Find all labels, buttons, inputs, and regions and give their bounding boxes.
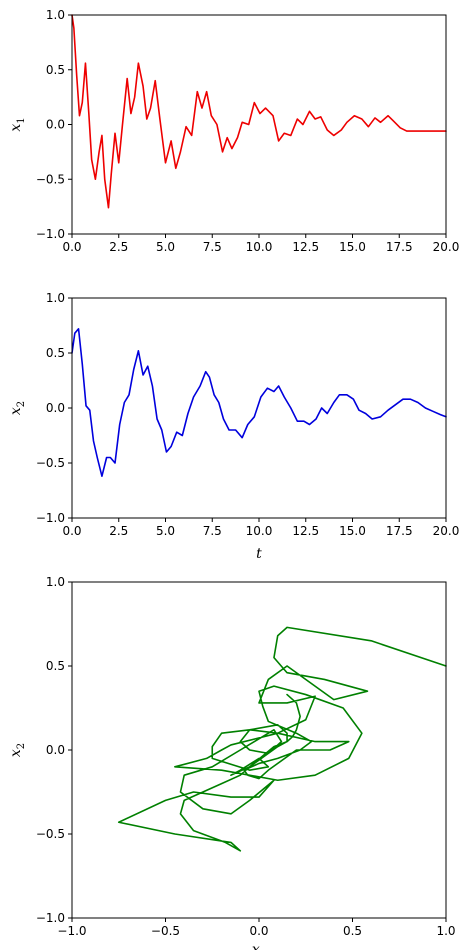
x-tick-label: 0.0: [62, 524, 81, 538]
y-tick-label: 1.0: [46, 8, 65, 22]
x-tick-label: 5.0: [156, 240, 175, 254]
x-tick-label: 17.5: [386, 524, 413, 538]
x-tick-label: 0.0: [249, 924, 268, 938]
y-tick-label: −1.0: [36, 511, 65, 525]
x-tick-label: 2.5: [109, 240, 128, 254]
x-tick-label: 7.5: [203, 240, 222, 254]
x-tick-label: 12.5: [292, 240, 319, 254]
y-tick-label: 0.0: [46, 118, 65, 132]
y-tick-label: −0.5: [36, 827, 65, 841]
axes-frame: [71, 581, 447, 919]
y-tick-label: 0.5: [46, 346, 65, 360]
y-axis-label-var: x: [8, 749, 24, 757]
x-axis-label: x1: [252, 942, 266, 950]
y-tick-label: 0.5: [46, 63, 65, 77]
y-tick-label: 1.0: [46, 575, 65, 589]
x-tick-label: 5.0: [156, 524, 175, 538]
x-tick-label: 12.5: [292, 524, 319, 538]
x-axis-label-var: x: [252, 942, 260, 950]
x-tick-label: −1.0: [57, 924, 86, 938]
series-line: [117, 626, 447, 852]
x-tick-label: 7.5: [203, 524, 222, 538]
x-tick-label: 0.0: [62, 240, 81, 254]
y-tick-label: 1.0: [46, 291, 65, 305]
panel-phase-portrait: −1.0−0.50.00.51.0−1.0−0.50.00.51.0x2x1: [8, 575, 456, 950]
x-tick-label: 20.0: [433, 240, 460, 254]
y-axis-label: x2: [8, 743, 27, 757]
x-tick-label: 20.0: [433, 524, 460, 538]
x-tick-label: 15.0: [339, 524, 366, 538]
axes-frame: [71, 14, 447, 235]
panel-x2-vs-t: 0.0 2.5 5.0 7.5 10.0 12.5 15.0 17.5 20.0−1.0−0.5…: [8, 291, 459, 562]
x-tick-label: 1.0: [436, 924, 455, 938]
x-tick-label: 2.5: [109, 524, 128, 538]
y-axis-label: x2: [8, 401, 27, 415]
y-tick-label: −1.0: [36, 227, 65, 241]
y-tick-label: 0.0: [46, 743, 65, 757]
y-axis-label-sub: 2: [16, 401, 27, 407]
y-axis-label: x1: [8, 117, 27, 131]
x-tick-label: 15.0: [339, 240, 366, 254]
y-tick-label: 0.5: [46, 659, 65, 673]
x-tick-label: 10.0: [246, 240, 273, 254]
x-tick-label: 10.0: [246, 524, 273, 538]
y-tick-label: −0.5: [36, 456, 65, 470]
y-tick-label: −1.0: [36, 911, 65, 925]
y-axis-label-sub: 1: [16, 117, 27, 123]
y-axis-label-var: x: [8, 124, 24, 132]
y-tick-label: 0.0: [46, 401, 65, 415]
series-line: [71, 14, 447, 209]
y-tick-label: −0.5: [36, 172, 65, 186]
x-axis-label: t: [256, 546, 262, 562]
panel-x1-vs-t: 0.0 2.5 5.0 7.5 10.0 12.5 15.0 17.5 20.0−1.0−0.5…: [8, 8, 459, 254]
x-tick-label: 17.5: [386, 240, 413, 254]
x-tick-label: 0.5: [343, 924, 362, 938]
series-line: [71, 328, 447, 477]
y-axis-label-var: x: [8, 407, 24, 415]
y-axis-label-sub: 2: [16, 743, 27, 749]
x-tick-label: −0.5: [151, 924, 180, 938]
